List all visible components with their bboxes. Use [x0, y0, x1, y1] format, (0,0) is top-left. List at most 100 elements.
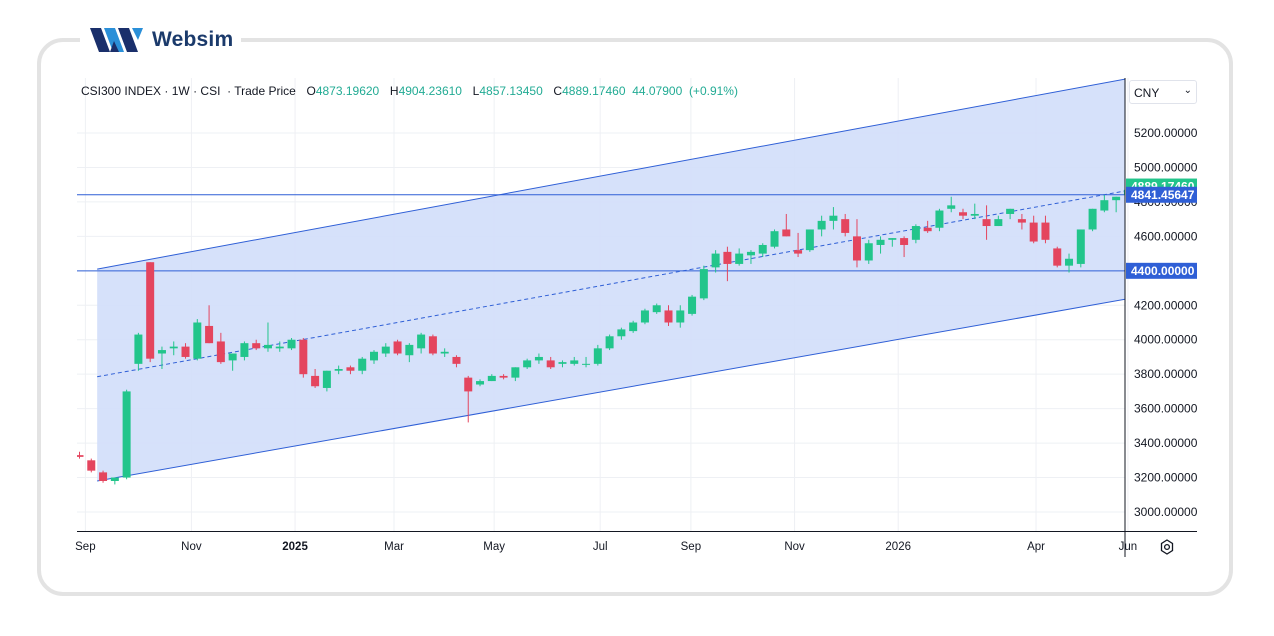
candle — [146, 262, 155, 363]
candle — [758, 243, 767, 258]
candle-body — [841, 219, 850, 233]
candle-body — [829, 215, 838, 221]
candle — [617, 327, 626, 340]
candle — [252, 339, 261, 351]
legend-symbol: CSI300 INDEX — [81, 84, 162, 98]
candle — [1006, 208, 1015, 220]
candle-body — [935, 210, 944, 228]
candle-body — [629, 322, 638, 332]
candle — [381, 343, 390, 357]
candle — [770, 229, 779, 249]
candle-body — [758, 244, 767, 254]
websim-logo-icon — [90, 28, 143, 52]
candle — [534, 353, 543, 364]
candle — [805, 229, 814, 252]
candle — [911, 224, 920, 244]
candle-body — [476, 381, 485, 385]
candle-body — [617, 329, 626, 337]
candle — [947, 196, 956, 213]
candle — [711, 250, 720, 273]
candle-body — [487, 375, 496, 382]
candle-body — [146, 262, 155, 359]
candle — [346, 365, 355, 375]
candle-body — [287, 339, 296, 349]
candle — [1088, 208, 1097, 232]
candle — [852, 219, 861, 268]
candle-body — [982, 219, 991, 227]
candle — [640, 308, 649, 325]
candle — [440, 348, 449, 357]
candle — [970, 203, 979, 220]
candle — [1017, 213, 1026, 230]
price-label-text: 4841.45647 — [1131, 188, 1195, 202]
y-tick-label: 5200.00000 — [1134, 126, 1198, 140]
candle-body — [405, 344, 414, 356]
x-tick-label: Nov — [181, 541, 202, 553]
candle-body — [640, 310, 649, 323]
candle-body — [558, 362, 567, 364]
candle — [99, 470, 108, 483]
candle-body — [546, 360, 555, 368]
candle-body — [1088, 208, 1097, 230]
legend-high: 4904.23610 — [398, 84, 462, 98]
x-tick-label: May — [483, 541, 505, 553]
candle-body — [181, 346, 190, 357]
candle — [393, 339, 402, 356]
candle — [723, 246, 732, 282]
y-tick-label: 3800.00000 — [1134, 367, 1198, 381]
candle-body — [393, 341, 402, 354]
candle-body — [723, 251, 732, 264]
price-label-box — [1126, 262, 1197, 279]
candle — [688, 294, 697, 316]
candle-body — [346, 367, 355, 371]
candle-body — [228, 353, 237, 361]
candle — [1041, 215, 1050, 244]
candle — [664, 305, 673, 326]
candle-body — [605, 336, 614, 349]
candle-body — [1029, 222, 1038, 242]
candle-body — [817, 220, 826, 230]
legend-price-type: Trade Price — [234, 84, 296, 98]
candle — [982, 205, 991, 240]
price-label-text: 4400.00000 — [1131, 264, 1195, 278]
currency-select[interactable]: CNY ⌄ — [1129, 80, 1197, 104]
candle — [499, 374, 508, 380]
candle — [605, 334, 614, 351]
candle — [181, 343, 190, 359]
candles — [77, 189, 1125, 485]
candle-body — [652, 305, 661, 313]
legend-open: 4873.19620 — [315, 84, 380, 98]
candle — [311, 369, 320, 388]
candle-body — [534, 356, 543, 361]
x-tick-label: 2025 — [282, 541, 308, 553]
candle — [322, 370, 331, 392]
candle — [1029, 215, 1038, 244]
settings-icon[interactable] — [1158, 538, 1176, 556]
candle-body — [252, 343, 261, 349]
candle — [216, 332, 225, 364]
candle-body — [699, 269, 708, 299]
legend-close: 4889.17460 — [562, 84, 626, 98]
candle — [77, 451, 84, 459]
candle — [169, 341, 178, 356]
candle — [959, 208, 967, 220]
candle — [829, 207, 838, 230]
candle — [864, 239, 873, 264]
x-tick-label: Sep — [75, 541, 95, 553]
candle — [193, 319, 202, 361]
candle-body — [947, 205, 956, 209]
candle-body — [499, 375, 508, 378]
y-tick-label: 5000.00000 — [1134, 160, 1198, 174]
candle-body — [582, 363, 591, 365]
brand-logo: Websim — [80, 20, 242, 60]
y-tick-label: 4200.00000 — [1134, 298, 1198, 312]
candle — [1112, 196, 1121, 213]
legend-low: 4857.13450 — [479, 84, 543, 98]
candle-body — [782, 229, 791, 237]
candle — [523, 358, 532, 370]
candle-body — [110, 477, 119, 481]
candle — [994, 215, 1003, 227]
candle-body — [169, 346, 178, 349]
candle-body — [428, 336, 437, 354]
